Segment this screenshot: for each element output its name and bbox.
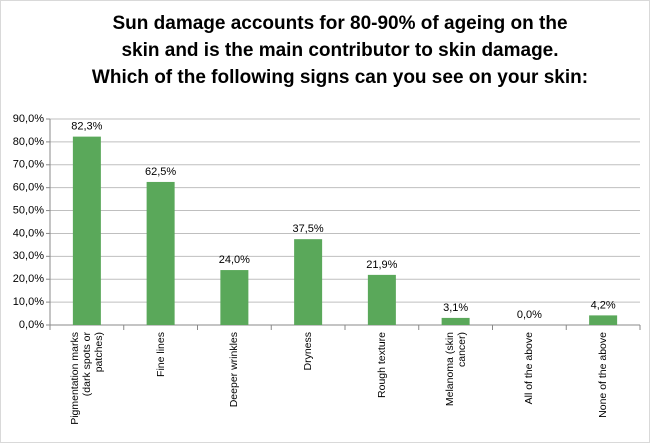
y-tick-label: 30,0%	[13, 250, 44, 262]
x-tick-label: Melanoma (skin cancer)	[443, 332, 468, 407]
y-tick-label: 90,0%	[13, 113, 44, 125]
x-tick-label: All of the above	[523, 332, 536, 405]
y-tick-label: 80,0%	[13, 136, 44, 148]
data-label: 0,0%	[517, 309, 542, 321]
chart-title: Sun damage accounts for 80-90% of ageing…	[112, 13, 567, 34]
y-tick-label: 0,0%	[19, 319, 44, 331]
x-tick-label: Dryness	[302, 332, 315, 371]
bar	[72, 136, 101, 325]
data-label: 37,5%	[293, 223, 324, 235]
x-tick-label: Fine lines	[154, 332, 167, 377]
x-tick-label: Pigmentation marks (dark spots or patche…	[68, 332, 105, 425]
y-tick-label: 40,0%	[13, 227, 44, 239]
y-tick-label: 60,0%	[13, 182, 44, 194]
y-tick-label: 10,0%	[13, 296, 44, 308]
y-tick-label: 50,0%	[13, 204, 44, 216]
chart-title: skin and is the main contributor to skin…	[121, 40, 558, 61]
y-tick-label: 70,0%	[13, 159, 44, 171]
bar	[220, 270, 249, 325]
x-tick-label: Deeper wrinkles	[228, 332, 241, 408]
data-label: 21,9%	[366, 259, 397, 271]
data-label: 24,0%	[219, 254, 250, 266]
chart-title: Which of the following signs can you see…	[92, 67, 588, 88]
data-label: 62,5%	[145, 166, 176, 178]
bar	[367, 274, 396, 325]
bar	[146, 181, 175, 325]
bar	[589, 315, 618, 325]
x-tick-label: Rough texture	[375, 332, 388, 398]
data-label: 82,3%	[71, 121, 102, 133]
bar	[294, 239, 323, 325]
y-tick-label: 20,0%	[13, 273, 44, 285]
bar	[441, 317, 470, 325]
x-tick-label: None of the above	[597, 332, 610, 418]
data-label: 4,2%	[591, 299, 616, 311]
data-label: 3,1%	[443, 302, 468, 314]
